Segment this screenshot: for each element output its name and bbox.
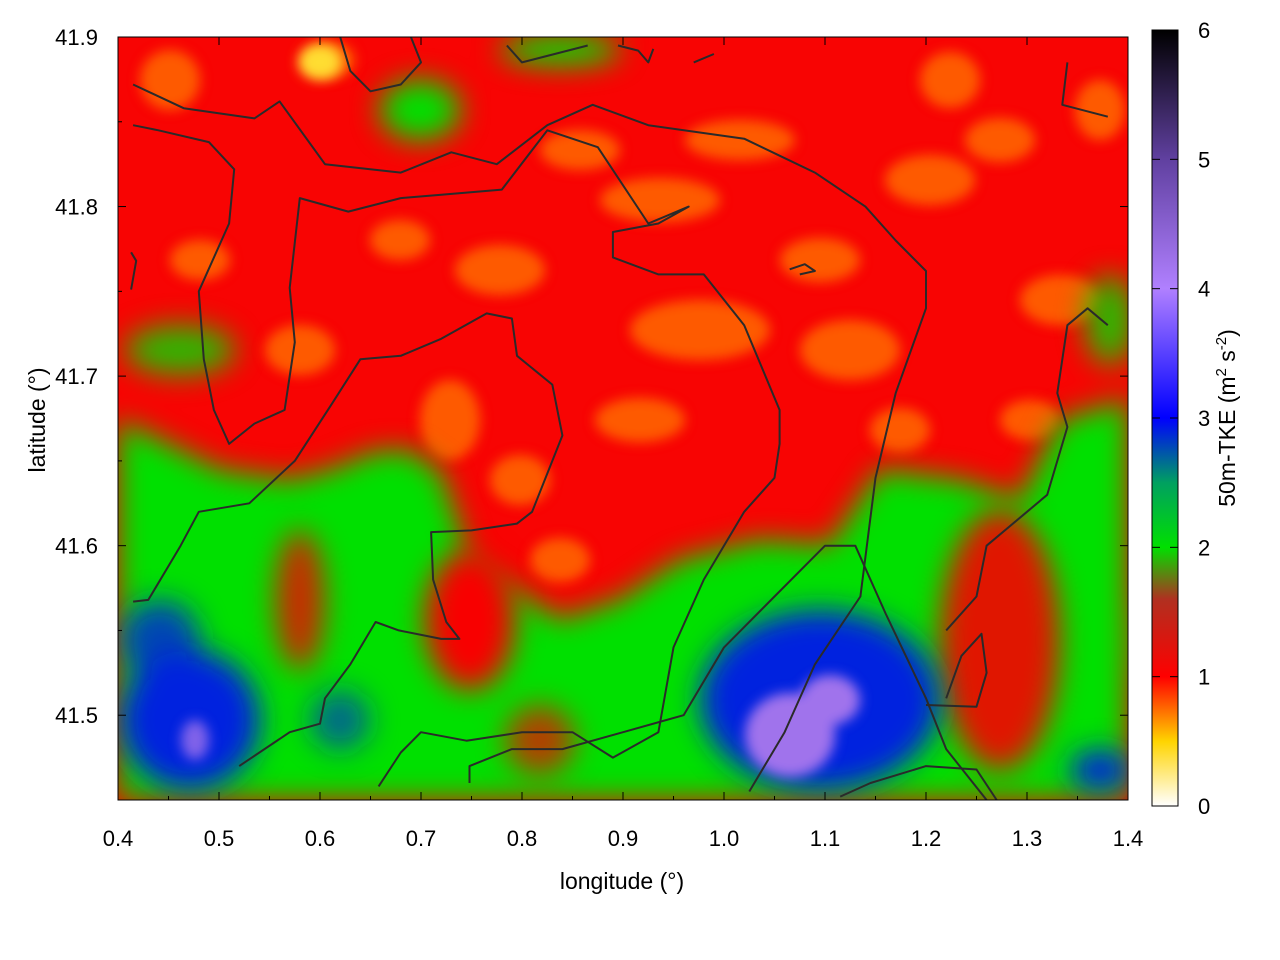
x-tick-label: 0.7 — [406, 826, 437, 851]
colorbar-tick-label: 2 — [1198, 535, 1210, 560]
y-axis-title: latitude (°) — [24, 367, 50, 472]
colorbar-tick-label: 1 — [1198, 665, 1210, 690]
contour-line-9 — [339, 37, 422, 93]
y-tick-label: 41.6 — [55, 534, 98, 559]
contour-line-7 — [945, 307, 1109, 632]
contour-line-0 — [132, 83, 927, 793]
red-patches — [275, 510, 1060, 775]
colorbar-tick-label: 3 — [1198, 406, 1210, 431]
x-axis: 0.4 0.5 0.6 0.7 0.8 0.9 1.0 1.1 1.2 1.3 1.4 — [103, 37, 1144, 851]
colorbar-title: 50m-TKE (m2 s-2) — [1213, 329, 1240, 507]
colorbar-tick-label: 5 — [1198, 147, 1210, 172]
contour-line-13 — [789, 263, 816, 276]
contour-line-5 — [925, 632, 988, 708]
x-tick-label: 1.3 — [1012, 826, 1043, 851]
contour-line-12 — [693, 53, 715, 64]
y-tick-label: 41.9 — [55, 25, 98, 50]
contour-line-10 — [506, 44, 588, 64]
x-tick-label: 1.1 — [810, 826, 841, 851]
contour-line-1 — [132, 124, 781, 787]
colorbar-tick-label: 0 — [1198, 794, 1210, 819]
y-tick-label: 41.5 — [55, 703, 98, 728]
x-tick-label: 0.6 — [305, 826, 336, 851]
colorbar: 0 1 2 3 4 5 6 50m-TKE (m2 s-2) — [1151, 18, 1240, 819]
contour-line-11 — [617, 44, 655, 64]
y-axis: 41.5 41.6 41.7 41.8 41.9 — [55, 25, 1128, 801]
heatmap-field — [118, 37, 1128, 800]
contour-line-3 — [468, 544, 988, 800]
x-tick-label: 1.4 — [1113, 826, 1144, 851]
contour-line-2 — [132, 312, 564, 767]
x-tick-label: 1.0 — [709, 826, 740, 851]
contour-line-8 — [130, 251, 138, 290]
y-tick-label: 41.8 — [55, 195, 98, 220]
colorbar-tick-label: 6 — [1198, 18, 1210, 43]
x-tick-label: 0.4 — [103, 826, 134, 851]
colorbar-ticks: 0 1 2 3 4 5 6 — [1152, 18, 1210, 819]
contour-line-4 — [839, 765, 998, 800]
x-tick-label: 1.2 — [911, 826, 942, 851]
x-tick-label: 0.8 — [507, 826, 538, 851]
contour-line-6 — [1061, 62, 1109, 118]
contour-lines — [130, 37, 1109, 800]
colorbar-tick-label: 4 — [1198, 277, 1210, 302]
x-tick-label: 0.9 — [608, 826, 639, 851]
x-axis-title: longitude (°) — [560, 868, 684, 894]
violet-southeast — [181, 675, 860, 777]
x-tick-label: 0.5 — [204, 826, 235, 851]
yellow-maximum — [298, 44, 342, 80]
y-tick-label: 41.7 — [55, 364, 98, 389]
